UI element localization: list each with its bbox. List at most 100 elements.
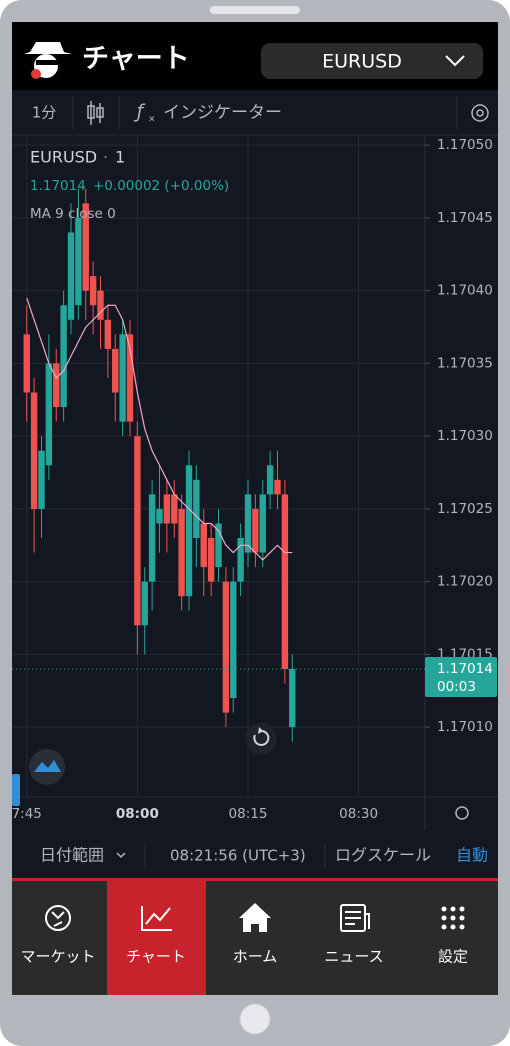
dropdown-chevron [445,55,465,67]
fx-icon-sub: × [148,115,156,125]
candle-body [60,305,67,408]
grid [12,135,425,797]
candle-body [215,523,222,568]
side-tab[interactable] [12,774,20,806]
x-tick-label: 08:00 [116,806,159,822]
candle-body [119,334,126,422]
axes: 1.17050 1.17045 1.17040 1.17035 1.17030 1.170… [12,137,497,822]
legend-interval: 1 [115,148,125,167]
candle-body [126,334,134,422]
y-tick-label: 1.17020 [437,574,493,590]
candle-type-icon[interactable] [87,101,104,125]
candle-body [252,508,259,553]
candle-body [104,319,112,349]
candle-body [266,465,274,495]
nav-item[interactable]: ニュース [324,948,383,966]
legend-change: +0.00002 (+0.00%) [93,178,229,194]
settings-icon [441,906,465,930]
candle-body [200,523,207,568]
candle-body [45,363,53,466]
symbol-select-label: EURUSD [322,51,402,73]
settings-gear[interactable] [471,104,489,122]
y-tick-label: 1.17010 [437,719,493,735]
reset-button[interactable] [245,723,277,755]
chart-toolbar [12,90,498,135]
speaker [210,6,300,14]
date-range-chevron [116,852,126,859]
candle-body [274,479,281,495]
app-logo [24,42,72,79]
fx-icon: ƒ [134,101,146,123]
header-title: チャート [82,44,190,75]
nav-bar [12,881,498,995]
candle-body [23,334,30,393]
candle-body [185,465,193,597]
clock: 08:21:56 (UTC+3) [170,847,306,865]
date-range-button[interactable]: 日付範囲 [40,846,104,865]
nav-item[interactable]: ホーム [233,948,278,966]
last-price-label: 1.17014 [437,661,493,677]
log-scale-button[interactable]: ログスケール [335,846,431,865]
candle-body [230,581,237,699]
candle-body [163,494,171,524]
candle-body [82,203,89,291]
candle-body [222,581,230,713]
candle-body [97,290,104,320]
nav-top-line [12,878,498,881]
home-icon [239,903,271,932]
candle-body [30,392,38,509]
nav-item[interactable]: 設定 [438,948,468,966]
interval-button[interactable]: 1分 [32,104,57,122]
candle-body [67,232,75,320]
candle-body [134,436,141,626]
chart-icon [141,906,172,931]
y-tick-label: 1.17025 [437,501,493,517]
indicators-button[interactable]: インジケーター [163,103,282,123]
y-tick-label: 1.17040 [437,283,493,299]
symbol-select[interactable] [261,43,483,79]
candle-body [244,494,252,553]
market-icon [45,905,71,931]
plot [12,188,425,742]
auto-scale-button[interactable]: 自動 [456,846,488,865]
candle-body [259,494,266,553]
legend-symbol: EURUSD [30,148,97,167]
y-tick-label: 1.17050 [437,137,493,153]
news-icon [340,904,370,932]
x-tick-label: 08:15 [229,806,268,822]
legend-quote: 1.17014 [30,178,86,194]
nav-selected-bg [107,881,206,995]
legend-dot: · [103,148,108,167]
home-button[interactable] [239,1003,271,1035]
x-tick-label: 08:30 [339,806,378,822]
y-tick-label: 1.17045 [437,210,493,226]
x-tick-label: 7:45 [12,806,42,822]
candle-body [75,217,82,306]
candle-body [289,668,296,728]
reset-icon-arrow [258,727,263,734]
candle-body [207,538,215,582]
legend-indicator: MA 9 close 0 [30,206,116,222]
candle-body [141,581,148,626]
candle-body [53,363,60,408]
ma-line [26,297,293,561]
candle-body [171,494,178,524]
y-tick-label: 1.17035 [437,355,493,371]
candle-body [237,538,244,582]
candle-body [281,494,289,669]
candle-body [89,276,97,306]
nav-item[interactable]: マーケット [20,948,95,966]
time-axis-settings[interactable] [455,806,469,820]
nav-item[interactable]: チャート [126,948,186,966]
candle-body [148,494,156,582]
candle-body [38,450,45,509]
y-tick-label: 1.17030 [437,428,493,444]
candle-body [156,508,163,524]
candle-body [193,479,200,539]
countdown-label: 00:03 [437,679,476,695]
reset-icon [253,729,270,746]
brand-icon [34,760,61,772]
bottom-bar [12,831,498,878]
candle-body [112,348,119,393]
